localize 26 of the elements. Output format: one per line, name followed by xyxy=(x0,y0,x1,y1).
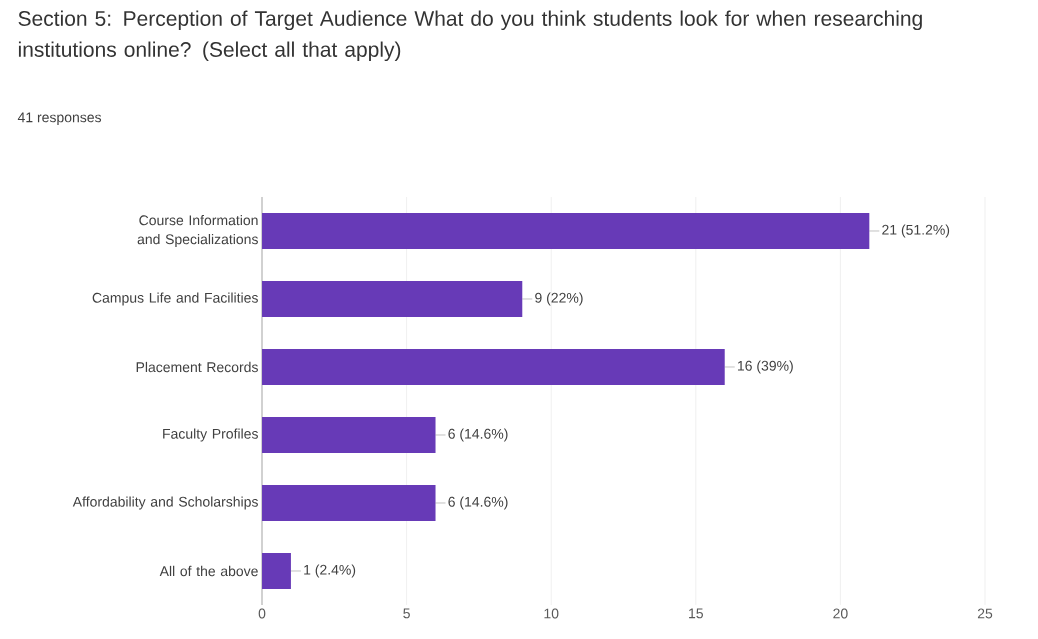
chart-title: Section 5: Perception of Target Audience What do you think students look for when researching institutions online? (Select all that apply) xyxy=(18,10,922,62)
bar xyxy=(262,280,523,317)
data-label: 1 (2.4%) xyxy=(304,564,356,578)
bar xyxy=(262,484,436,521)
x-tick-label: 0 xyxy=(258,608,266,619)
x-tick-label: 10 xyxy=(544,608,559,619)
x-tick-label: 15 xyxy=(689,608,703,619)
y-tick-label: Affordability and Scholarships xyxy=(72,496,258,510)
bar xyxy=(262,416,436,453)
x-tick-label: 20 xyxy=(833,608,848,619)
bar xyxy=(262,212,870,249)
text: 41 responses xyxy=(17,112,102,126)
bar xyxy=(262,348,725,385)
y-tick-label: Placement Records xyxy=(136,361,258,373)
y-tick-label: All of the above xyxy=(159,565,258,577)
data-label: 16 (39%) xyxy=(737,360,793,374)
y-tick-label: Course Information and Specializations xyxy=(137,214,258,248)
data-label: 6 (14.6%) xyxy=(448,496,508,510)
data-label: 9 (22%) xyxy=(535,292,583,306)
x-tick-label: 5 xyxy=(403,608,410,619)
x-tick-label: 25 xyxy=(977,608,993,619)
bar xyxy=(262,552,291,589)
data-label: 6 (14.6%) xyxy=(448,428,508,442)
data-label: 21 (51.2%) xyxy=(882,224,950,238)
y-tick-label: Campus Life and Facilities xyxy=(92,292,258,306)
y-tick-label: Faculty Profiles xyxy=(163,428,258,442)
